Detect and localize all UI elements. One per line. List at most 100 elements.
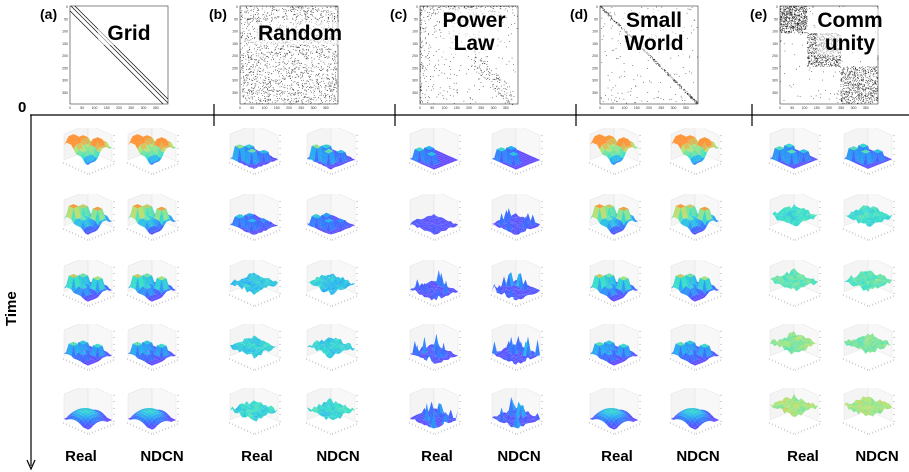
matrix-dot (305, 53, 307, 55)
matrix-dot (821, 63, 823, 65)
matrix-tick-label-y: 250 (412, 66, 418, 70)
matrix-dot (786, 14, 787, 16)
matrix-dot (248, 39, 250, 41)
matrix-dot (260, 46, 262, 47)
matrix-dot (780, 20, 782, 22)
matrix-dot (677, 55, 679, 57)
matrix-dot (817, 54, 819, 56)
matrix-dot (493, 84, 495, 86)
matrix-dot (240, 60, 242, 62)
matrix-dot (850, 71, 851, 73)
matrix-dot (258, 20, 259, 22)
matrix-dot (317, 19, 319, 21)
matrix-dot (825, 61, 827, 62)
matrix-dot (299, 12, 301, 14)
matrix-dot (292, 70, 294, 72)
matrix-dot (420, 65, 421, 67)
matrix-dot (483, 63, 485, 64)
matrix-dot (780, 20, 781, 22)
matrix-dot (307, 7, 308, 9)
matrix-dot (427, 34, 429, 35)
matrix-dot (512, 6, 513, 8)
matrix-dot (328, 48, 329, 50)
matrix-dot (334, 58, 336, 60)
matrix-dot (311, 102, 312, 104)
matrix-dot (839, 59, 840, 61)
matrix-dot (325, 85, 326, 87)
matrix-dot (857, 74, 858, 76)
matrix-dot (804, 21, 806, 23)
matrix-dot (246, 19, 248, 21)
matrix-tick-label-y: 0 (66, 5, 68, 9)
matrix-dot (332, 52, 334, 54)
matrix-dot (608, 12, 609, 14)
matrix-dot (842, 103, 844, 104)
matrix-dot (861, 84, 862, 86)
matrix-dot (311, 11, 312, 13)
matrix-dot (256, 71, 258, 73)
matrix-dot (315, 75, 317, 77)
matrix-dot (492, 6, 494, 7)
matrix-dot (849, 81, 851, 83)
matrix-dot (282, 55, 284, 57)
matrix-dot (849, 82, 850, 83)
matrix-dot (504, 102, 506, 104)
matrix-dot (275, 61, 277, 63)
matrix-dot (861, 75, 863, 77)
matrix-dot (333, 86, 334, 88)
matrix-dot (801, 27, 802, 29)
matrix-dot (297, 74, 298, 76)
matrix-dot (423, 6, 425, 7)
matrix-dot (499, 6, 501, 7)
matrix-dot (246, 19, 248, 21)
matrix-dot (315, 52, 317, 54)
matrix-dot (814, 47, 816, 49)
matrix-dot (298, 7, 300, 8)
matrix-dot (806, 11, 807, 12)
matrix-dot (801, 27, 802, 28)
matrix-dot (690, 97, 692, 99)
matrix-dot (793, 16, 794, 17)
matrix-dot (859, 67, 861, 68)
matrix-dot (423, 31, 425, 33)
matrix-dot (333, 84, 335, 86)
matrix-dot (831, 60, 832, 61)
matrix-dot (306, 49, 307, 51)
matrix-dot (248, 36, 250, 38)
matrix-dot (301, 103, 303, 105)
matrix-dot (279, 93, 280, 95)
matrix-tick-label-x: 0 (779, 106, 781, 110)
matrix-dot (829, 58, 831, 60)
matrix-dot (872, 84, 874, 86)
matrix-dot (865, 94, 867, 96)
matrix-dot (422, 6, 424, 8)
matrix-dot (501, 85, 502, 87)
matrix-dot (240, 52, 241, 54)
matrix-dot (296, 63, 298, 64)
matrix-dot (277, 45, 279, 46)
matrix-dot (817, 64, 819, 65)
matrix-dot (865, 86, 867, 88)
matrix-dot (860, 67, 861, 69)
matrix-dot (646, 101, 648, 102)
matrix-dot (298, 75, 300, 77)
matrix-dot (779, 19, 781, 20)
matrix-dot (306, 87, 308, 88)
matrix-dot (799, 31, 801, 33)
matrix-dot (334, 56, 335, 57)
matrix-dot (304, 64, 306, 65)
matrix-dot (820, 62, 822, 64)
matrix-dot (311, 87, 313, 88)
matrix-dot (679, 87, 681, 89)
matrix-tick-label-x: 200 (466, 106, 472, 110)
matrix-dot (851, 71, 852, 72)
matrix-dot (258, 62, 259, 64)
matrix-dot (790, 23, 792, 25)
matrix-dot (674, 79, 675, 80)
matrix-dot (284, 99, 285, 101)
matrix-dot (690, 96, 692, 97)
matrix-dot (420, 80, 421, 82)
matrix-dot (263, 14, 265, 15)
matrix-dot (421, 10, 423, 12)
matrix-dot (782, 25, 783, 27)
